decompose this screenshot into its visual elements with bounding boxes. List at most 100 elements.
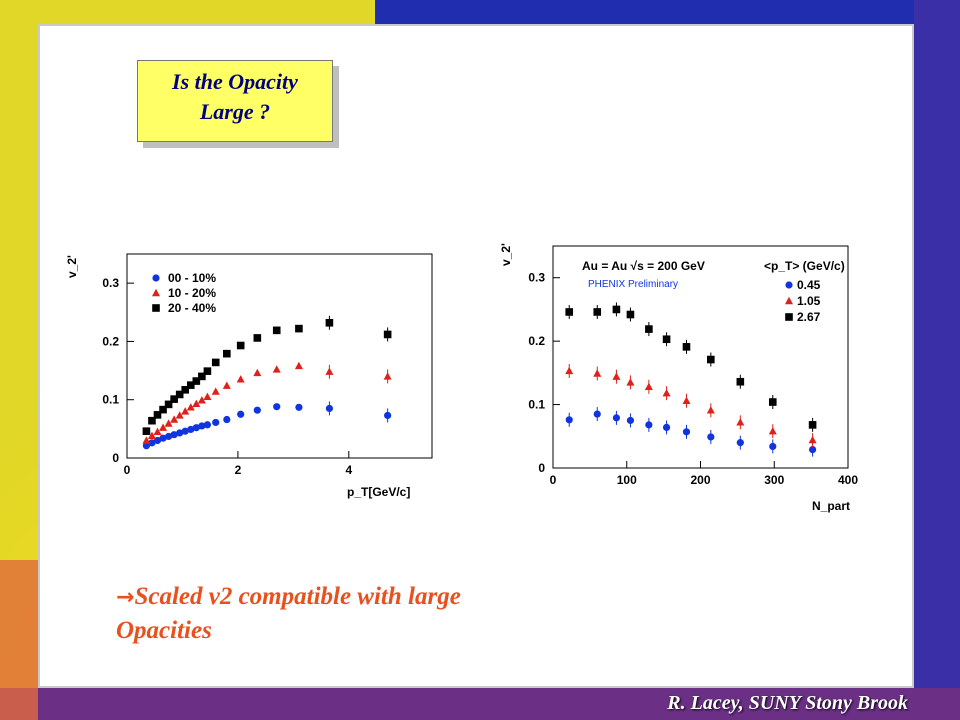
data-point [736,377,745,386]
data-point [223,415,231,424]
data-point [682,343,691,351]
data-point [295,403,303,411]
data-point [612,305,621,314]
data-point [626,378,635,386]
data-point [662,388,671,397]
legend-marker [785,313,793,321]
data-point [164,419,173,427]
data-point [203,421,212,429]
data-point [142,442,151,450]
data-point [170,415,179,423]
data-point [159,434,167,442]
data-point [707,433,715,441]
data-point [612,414,621,422]
pt-chart-ylabel: v_2' [65,255,79,278]
x-tick-label: 0 [550,473,557,487]
data-point [768,398,777,406]
x-tick-label: 300 [764,473,784,487]
pt-chart: 0 2 4 0 0.1 0.2 0.3 v_2' p_T[GeV/c] 00 - 10%1… [65,253,433,499]
data-point [148,439,156,447]
legend-label: 20 - 40% [168,301,216,315]
data-point [662,423,671,432]
data-point [181,427,189,435]
data-point [626,310,635,319]
y-tick-label: 0.2 [528,334,545,348]
y-tick-label: 0.1 [102,393,119,407]
data-point [198,372,206,381]
legend-marker [785,296,793,305]
data-point [383,372,392,380]
data-point [148,416,156,425]
x-tick-label: 400 [838,473,858,487]
data-point [212,418,220,427]
legend-marker [785,281,793,289]
data-point [223,349,231,358]
npart-chart-xlabel: N_part [812,499,850,513]
y-tick-label: 0.3 [528,271,545,285]
data-point [192,424,200,432]
data-point [383,330,392,339]
data-point [203,367,212,375]
data-point [175,411,184,419]
data-point [192,377,201,385]
data-point [808,421,817,429]
data-point [186,381,195,389]
legend-marker [152,304,160,312]
legend-label: 2.67 [797,310,821,324]
y-tick-label: 0 [538,461,545,475]
data-point [295,324,303,333]
bullet-label: Scaled v2 compatible with large Opacitie… [116,583,461,644]
data-point [682,396,691,404]
data-point [164,432,173,441]
data-point [645,421,653,429]
pt-chart-xlabel: p_T[GeV/c] [347,485,410,499]
data-point [273,403,281,411]
data-point [682,428,691,436]
data-point [211,358,220,367]
npart-chart-legend-title: <p_T> (GeV/c) [764,259,845,273]
data-point [253,368,262,377]
data-point [176,429,184,437]
data-point [175,390,184,399]
y-tick-label: 0.3 [102,276,119,290]
data-point [809,446,817,454]
y-tick-label: 0 [112,451,119,465]
legend-marker [152,288,160,297]
data-point [626,416,635,425]
data-point [272,365,281,373]
data-point [164,400,173,409]
data-point [198,422,206,430]
x-tick-label: 0 [124,463,131,477]
x-tick-label: 2 [235,463,242,477]
legend-label: 1.05 [797,294,821,308]
title-box: Is the Opacity Large ? [137,60,333,142]
data-point [237,410,245,418]
data-point [808,435,817,444]
data-point [147,431,156,440]
data-point [565,416,573,424]
npart-chart-annotation-preliminary: PHENIX Preliminary [588,279,678,290]
data-point [222,381,231,389]
data-point [294,361,303,370]
y-tick-label: 0.2 [102,334,119,348]
data-point [768,427,777,435]
data-point [142,436,151,444]
arrow-icon: → [116,585,135,610]
data-point [170,431,178,439]
data-point [769,442,777,451]
data-point [197,396,206,404]
footer-credit: R. Lacey, SUNY Stony Brook [667,692,908,714]
data-point [192,399,201,407]
data-point [211,387,220,395]
data-point [253,406,261,414]
data-point [181,407,190,415]
npart-chart-ylabel: v_2' [499,243,513,266]
x-tick-label: 100 [617,473,637,487]
data-point [736,439,744,447]
data-point [593,308,602,316]
data-point [565,308,574,316]
data-point [645,325,653,333]
legend-label: 10 - 20% [168,286,216,300]
data-point [325,367,334,375]
data-point [325,404,334,413]
